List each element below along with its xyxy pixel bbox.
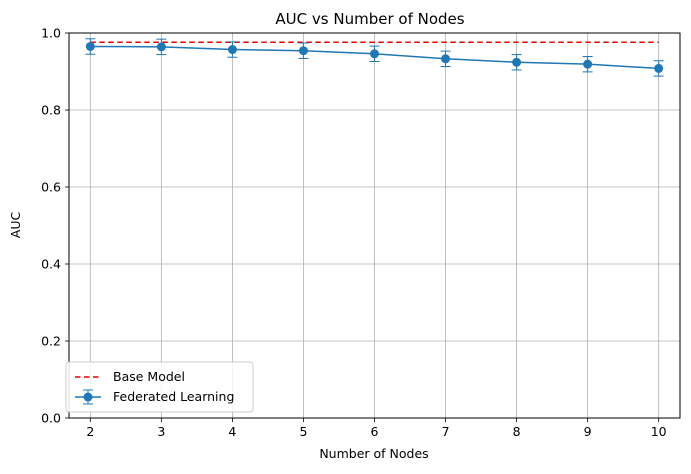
x-tick-label: 5 — [299, 424, 307, 439]
legend-base-model-label: Base Model — [113, 369, 185, 384]
x-axis-label: Number of Nodes — [319, 446, 428, 461]
federated-learning-point — [298, 46, 308, 56]
x-tick-label: 6 — [371, 424, 379, 439]
federated-learning-point — [227, 45, 237, 55]
x-tick-label: 8 — [513, 424, 521, 439]
chart-title: AUC vs Number of Nodes — [275, 10, 464, 28]
legend: Base Model Federated Learning — [65, 361, 254, 413]
x-tick-label: 7 — [442, 424, 450, 439]
y-tick-label: 0.4 — [41, 257, 61, 272]
federated-learning-point — [654, 63, 664, 73]
legend-federated-learning-label: Federated Learning — [113, 389, 234, 404]
legend-box — [65, 361, 254, 413]
tick-layer: 2 3 4 5 6 7 8 9 10 0.0 0.2 0.4 0.6 0.8 1.0 — [41, 26, 667, 440]
federated-learning-point — [156, 42, 166, 52]
federated-learning-point — [583, 59, 593, 69]
series-layer — [85, 38, 664, 77]
y-tick-label: 0.6 — [41, 180, 61, 195]
federated-learning-point — [512, 57, 522, 67]
y-axis-label: AUC — [8, 212, 23, 239]
x-tick-label: 10 — [651, 424, 667, 439]
y-tick-label: 0.2 — [41, 334, 61, 349]
y-tick-label: 0.0 — [41, 411, 61, 426]
x-tick-label: 2 — [86, 424, 94, 439]
x-tick-label: 3 — [157, 424, 165, 439]
grid-layer — [69, 32, 680, 419]
y-tick-label: 0.8 — [41, 103, 61, 118]
x-tick-label: 4 — [228, 424, 236, 439]
federated-learning-point — [441, 54, 451, 64]
legend-federated-learning-swatch — [75, 389, 101, 405]
federated-learning-point — [370, 49, 379, 59]
y-tick-label: 1.0 — [41, 26, 61, 41]
x-tick-label: 9 — [584, 424, 592, 439]
federated-learning-point — [85, 41, 95, 51]
